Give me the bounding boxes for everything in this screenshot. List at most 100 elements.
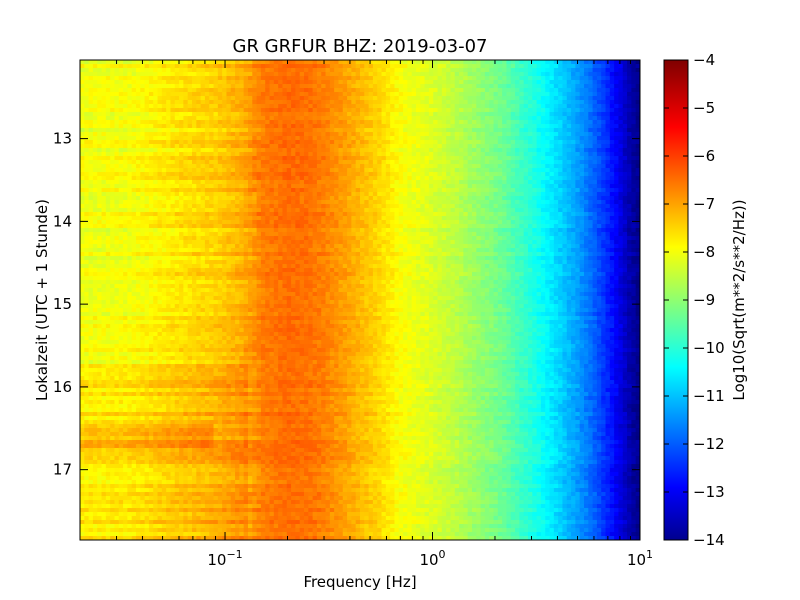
heatmap-cell [192,396,197,401]
heatmap-cell [118,168,124,173]
heatmap-cell [222,508,228,513]
heatmap-cell [131,132,137,137]
heatmap-cell [226,96,232,101]
heatmap-cell [252,284,258,289]
heatmap-cell [88,100,94,105]
heatmap-cell [110,480,116,485]
heatmap-cell [123,408,128,413]
heatmap-cell [118,212,124,217]
heatmap-cell [243,420,249,425]
heatmap-cell [153,148,159,153]
heatmap-cell [136,196,141,201]
heatmap-cell [243,240,249,245]
heatmap-cell [148,508,154,513]
heatmap-cell [80,472,85,477]
heatmap-cell [84,352,90,357]
heatmap-cell [170,80,176,85]
heatmap-cell [192,180,197,185]
heatmap-cell [131,404,137,409]
heatmap-cell [136,528,141,533]
heatmap-cell [217,96,223,101]
heatmap-cell [157,228,163,233]
heatmap-cell [196,252,202,257]
heatmap-cell [192,276,197,281]
heatmap-cell [105,280,111,285]
heatmap-cell [200,288,206,293]
heatmap-cell [157,292,163,297]
heatmap-cell [209,504,215,509]
heatmap-cell [235,484,240,489]
heatmap-cell [252,136,258,141]
heatmap-cell [88,460,94,465]
heatmap-cell [144,500,150,505]
heatmap-cell [239,376,245,381]
heatmap-cell [174,332,180,337]
heatmap-cell [97,284,103,289]
heatmap-cell [256,156,262,161]
heatmap-cell [105,132,111,137]
heatmap-cell [248,520,253,525]
heatmap-cell [105,428,111,433]
heatmap-cell [230,464,236,469]
heatmap-cell [123,480,128,485]
heatmap-cell [153,228,159,233]
heatmap-cell [127,192,133,197]
heatmap-cell [217,388,223,393]
heatmap-cell [153,144,159,149]
heatmap-cell [144,528,150,533]
heatmap-cell [239,368,245,373]
heatmap-cell [136,244,141,249]
heatmap-cell [252,336,258,341]
heatmap-cell [136,316,141,321]
heatmap-cell [80,76,85,81]
heatmap-cell [248,512,253,517]
heatmap-cell [84,472,90,477]
heatmap-cell [243,460,249,465]
heatmap-cell [80,340,85,345]
heatmap-cell [243,300,249,305]
heatmap-cell [140,464,146,469]
heatmap-cell [136,460,141,465]
heatmap-cell [97,400,103,405]
heatmap-cell [226,60,232,65]
heatmap-cell [179,152,184,157]
heatmap-cell [187,276,193,281]
heatmap-cell [105,180,111,185]
heatmap-cell [166,112,172,117]
heatmap-cell [200,204,206,209]
heatmap-cell [110,240,116,245]
heatmap-cell [248,424,253,429]
heatmap-cell [88,444,94,449]
heatmap-cell [200,200,206,205]
heatmap-cell [174,444,180,449]
heatmap-cell [187,224,193,229]
heatmap-cell [239,492,245,497]
heatmap-cell [243,356,249,361]
heatmap-cell [114,220,120,225]
heatmap-cell [187,404,193,409]
heatmap-cell [166,156,172,161]
heatmap-cell [196,384,202,389]
heatmap-cell [84,176,90,181]
heatmap-cell [217,384,223,389]
heatmap-cell [192,348,197,353]
heatmap-cell [80,96,85,101]
heatmap-cell [252,68,258,73]
heatmap-cell [192,256,197,261]
heatmap-cell [217,260,223,265]
heatmap-cell [157,200,163,205]
heatmap-cell [213,488,219,493]
heatmap-cell [127,296,133,301]
heatmap-cell [226,136,232,141]
heatmap-cell [174,240,180,245]
heatmap-cell [204,476,210,481]
heatmap-cell [174,380,180,385]
heatmap-cell [140,404,146,409]
heatmap-cell [166,404,172,409]
heatmap-cell [127,128,133,133]
heatmap-cell [200,384,206,389]
heatmap-cell [252,324,258,329]
heatmap-cell [196,376,202,381]
heatmap-cell [183,276,189,281]
heatmap-cell [248,312,253,317]
